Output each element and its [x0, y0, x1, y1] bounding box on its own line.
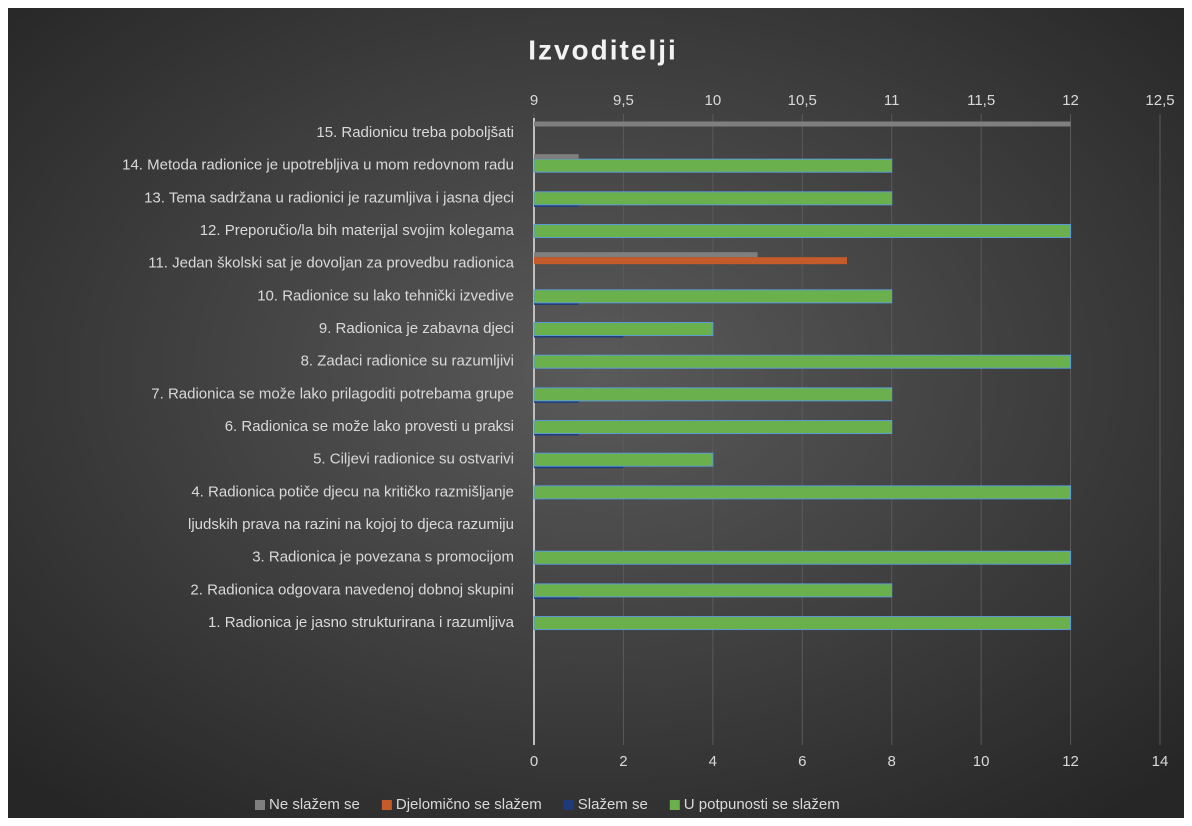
- x-tick-label: 2: [619, 753, 627, 770]
- x2-tick-label: 10: [705, 92, 722, 109]
- y-tick-label: 10. Radionice su lako tehnički izvedive: [257, 287, 514, 304]
- bar: [534, 257, 847, 265]
- bar: [533, 550, 1072, 565]
- y-tick-label: 1. Radionica je jasno strukturirana i ra…: [208, 614, 515, 631]
- y-tick-label: 3. Radionica je povezana s promocijom: [252, 549, 514, 566]
- x-tick-label: 4: [709, 753, 717, 770]
- bar: [533, 191, 893, 206]
- y-tick-label: 9. Radionica je zabavna djeci: [319, 320, 514, 337]
- x2-tick-label: 9,5: [613, 92, 634, 109]
- x2-tick-label: 12: [1062, 92, 1079, 109]
- bar: [534, 121, 1071, 127]
- x-tick-label: 12: [1062, 753, 1079, 770]
- y-tick-label: 11. Jedan školski sat je dovoljan za pro…: [148, 255, 514, 272]
- bar: [533, 583, 893, 598]
- bar: [534, 154, 579, 160]
- y-tick-label: 4. Radionica potiče djecu na kritičko ra…: [191, 483, 514, 500]
- legend-label: U potpunosti se slažem: [684, 796, 840, 813]
- bar: [533, 158, 893, 173]
- x-tick-label: 0: [530, 753, 538, 770]
- x2-tick-label: 11: [884, 92, 900, 109]
- bar: [533, 616, 1072, 631]
- y-tick-label: 14. Metoda radionice je upotrebljiva u m…: [122, 157, 514, 174]
- bar: [533, 387, 893, 402]
- x-tick-label: 10: [973, 753, 990, 770]
- x2-tick-label: 11,5: [967, 92, 995, 109]
- bar: [533, 322, 714, 337]
- y-tick-label: 6. Radionica se može lako provesti u pra…: [225, 418, 514, 435]
- legend-label: Djelomično se slažem: [396, 796, 542, 813]
- x2-tick-label: 12,5: [1145, 92, 1174, 109]
- legend-swatch: [381, 800, 392, 810]
- legend-swatch: [255, 800, 265, 810]
- y-tick-label: 8. Zadaci radionice su razumljivi: [301, 353, 514, 370]
- background: [8, 8, 1184, 818]
- bar: [533, 485, 1072, 500]
- x-tick-label: 8: [888, 753, 896, 770]
- x-tick-label: 6: [798, 753, 806, 770]
- legend-label: Ne slažem se: [269, 796, 360, 813]
- bar: [533, 452, 714, 467]
- legend-label: Slažem se: [578, 796, 648, 813]
- y-tick-label: ljudskih prava na razini na kojoj to dje…: [188, 516, 514, 533]
- y-tick-label: 12. Preporučio/la bih materijal svojim k…: [200, 222, 515, 239]
- y-tick-label: 13. Tema sadržana u radionici je razumlj…: [144, 189, 514, 206]
- x-tick-label: 14: [1152, 753, 1169, 770]
- x2-tick-label: 10,5: [788, 92, 817, 109]
- y-tick-label: 5. Ciljevi radionice su ostvarivi: [313, 451, 514, 468]
- x2-tick-label: 9: [530, 92, 538, 109]
- y-tick-label: 15. Radionicu treba poboljšati: [316, 124, 514, 141]
- bar: [533, 420, 893, 435]
- bar: [533, 354, 1072, 369]
- chart-title: Izvoditelji: [528, 34, 678, 65]
- y-tick-label: 2. Radionica odgovara navedenoj dobnoj s…: [190, 581, 514, 598]
- bar: [533, 289, 893, 304]
- bar: [534, 252, 758, 258]
- bar: [533, 224, 1072, 239]
- y-tick-label: 7. Radionica se može lako prilagoditi po…: [151, 385, 514, 402]
- legend-swatch: [669, 800, 680, 810]
- legend-swatch: [563, 800, 574, 810]
